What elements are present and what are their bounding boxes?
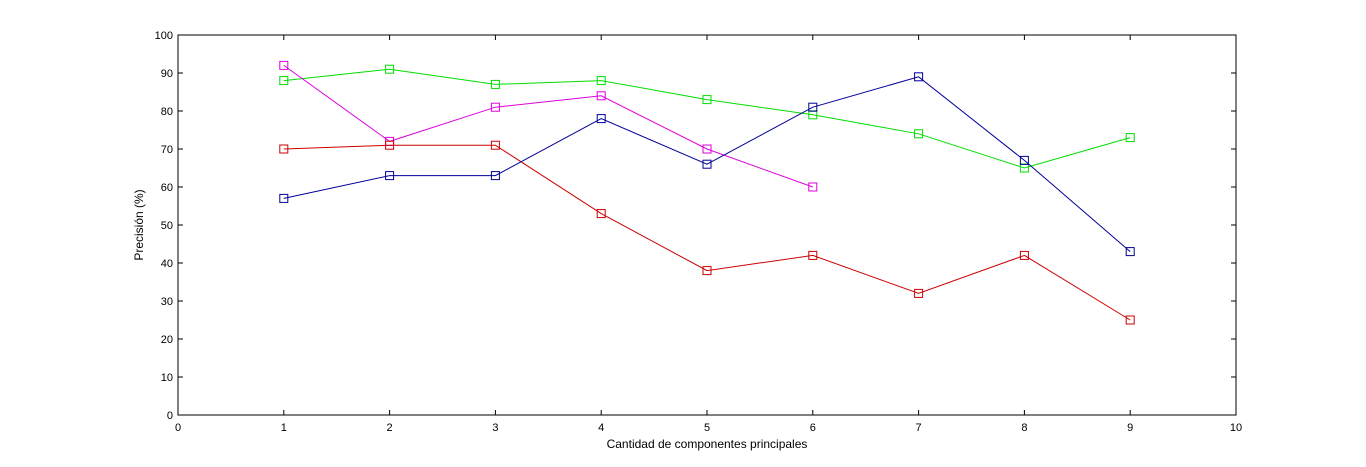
x-tick-label: 6 (810, 422, 816, 434)
data-point-marker (279, 193, 289, 203)
y-tick-label: 90 (161, 68, 173, 80)
y-tick-label: 20 (161, 334, 173, 346)
y-tick-label: 30 (161, 296, 173, 308)
data-point-marker (914, 129, 924, 139)
y-tick-label: 0 (167, 410, 173, 422)
series-line (283, 144, 1131, 321)
data-point-marker (596, 209, 606, 219)
y-tick-label: 100 (155, 30, 173, 42)
x-tick-label: 9 (1127, 422, 1133, 434)
data-point-marker (1125, 133, 1135, 143)
x-tick-label: 5 (704, 422, 710, 434)
data-point-marker (702, 95, 712, 105)
data-point-marker (702, 266, 712, 276)
y-tick-label: 80 (161, 106, 173, 118)
x-tick-label: 8 (1021, 422, 1027, 434)
data-point-marker (1019, 155, 1029, 165)
data-point-marker (1125, 315, 1135, 325)
x-axis: 0 1 2 3 4 5 6 7 8 9 10 (175, 35, 1242, 434)
data-point-marker (808, 250, 818, 260)
data-point-marker (702, 159, 712, 169)
data-point-marker (596, 114, 606, 124)
x-tick-label: 4 (598, 422, 604, 434)
series-2 (279, 60, 818, 192)
x-tick-label: 0 (175, 422, 181, 434)
data-point-marker (385, 140, 395, 150)
series-layer (279, 60, 1135, 325)
x-tick-label: 3 (492, 422, 498, 434)
x-tick-label: 7 (916, 422, 922, 434)
x-tick-label: 2 (387, 422, 393, 434)
data-point-marker (279, 144, 289, 154)
data-point-marker (1125, 247, 1135, 257)
data-point-marker (702, 144, 712, 154)
data-point-marker (279, 76, 289, 86)
data-point-marker (490, 79, 500, 89)
data-point-marker (385, 171, 395, 181)
x-axis-label: Cantidad de componentes principales (607, 437, 808, 451)
y-tick-label: 10 (161, 372, 173, 384)
y-tick-label: 70 (161, 144, 173, 156)
data-point-marker (1019, 250, 1029, 260)
plot-area (177, 34, 1237, 416)
x-tick-label: 10 (1230, 422, 1242, 434)
y-tick-label: 50 (161, 220, 173, 232)
y-tick-label: 60 (161, 182, 173, 194)
data-point-marker (279, 60, 289, 70)
data-point-marker (490, 102, 500, 112)
data-point-marker (385, 64, 395, 74)
data-point-marker (808, 182, 818, 192)
series-line (283, 76, 1131, 252)
y-axis: 0 10 20 30 40 50 60 70 80 90 100 (155, 30, 1236, 422)
series-4 (279, 72, 1135, 257)
series-line (283, 64, 813, 188)
data-point-marker (914, 72, 924, 82)
y-tick-label: 40 (161, 258, 173, 270)
series-3 (279, 140, 1135, 325)
data-point-marker (808, 102, 818, 112)
data-point-marker (596, 76, 606, 86)
y-axis-label: Precisión (%) (132, 189, 146, 260)
data-point-marker (490, 171, 500, 181)
series-line (283, 68, 1131, 169)
data-point-marker (914, 288, 924, 298)
data-point-marker (596, 91, 606, 101)
data-point-marker (490, 140, 500, 150)
x-tick-label: 1 (281, 422, 287, 434)
